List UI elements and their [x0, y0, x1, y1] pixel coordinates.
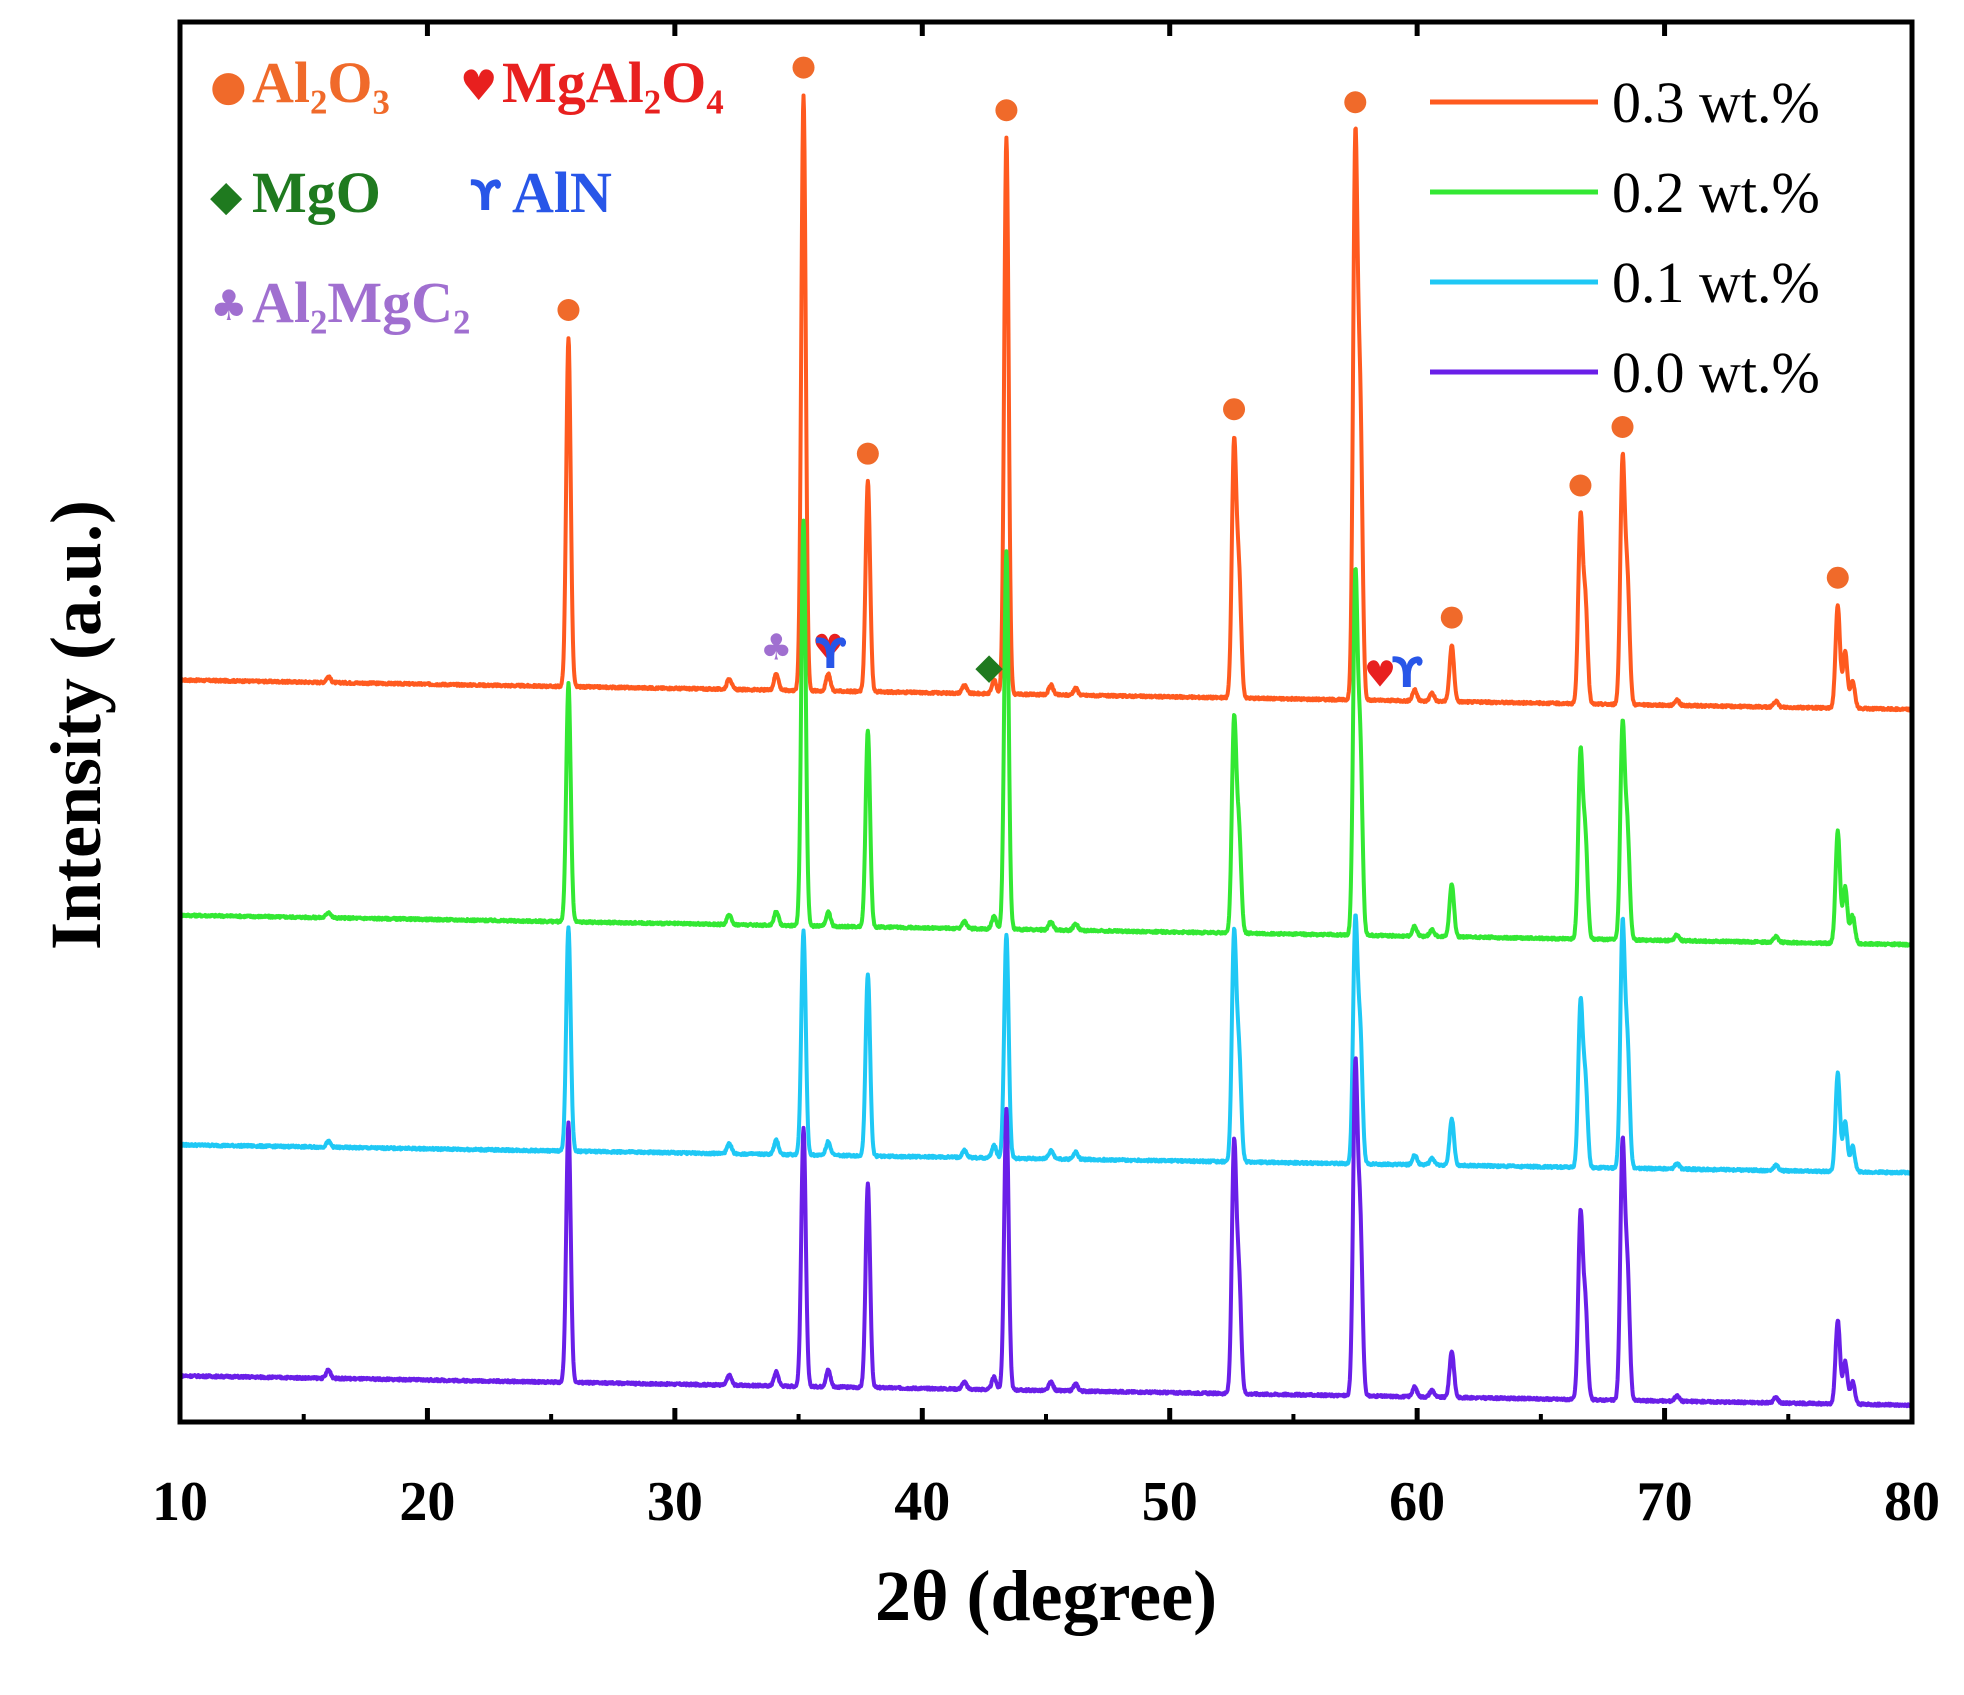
- series-line-0-1-wt: [178, 913, 1914, 1176]
- y-axis-title: Intensity (a.u.): [36, 500, 116, 950]
- peak-marker-al2o3: [1611, 416, 1634, 439]
- x-tick-label: 10: [152, 1471, 208, 1533]
- series-legend: 0.3 wt.% 0.2 wt.% 0.1 wt.% 0.0 wt.%: [1430, 70, 1820, 405]
- peak-marker-al2o3: [1344, 91, 1367, 114]
- phase-legend-symbol: ϒ: [470, 171, 503, 220]
- series-line-0-0-wt: [178, 1056, 1914, 1409]
- series-legend-label: 0.3 wt.%: [1612, 70, 1820, 135]
- phase-legend-label: AlN: [512, 160, 612, 225]
- peak-marker-al2mgc2: ♣: [760, 627, 792, 668]
- phase-legend-symbol: ♥: [460, 61, 498, 110]
- x-tick-label: 70: [1637, 1471, 1693, 1533]
- series-line-0-2-wt: [178, 518, 1914, 948]
- series-legend-label: 0.2 wt.%: [1612, 160, 1820, 225]
- phase-legend-label: MgO: [252, 160, 381, 225]
- x-tick-label: 40: [894, 1471, 950, 1533]
- peak-marker-al2o3: [557, 298, 580, 321]
- plot-frame: [177, 19, 1915, 1425]
- phase-legend-symbol: ◆: [210, 171, 243, 220]
- series-line-0-3-wt: [178, 93, 1914, 713]
- phase-legend: ● Al₂O₃ ♥ MgAl₂O₄ ◆ MgO ϒ AlN ♣ Al₂MgC₂: [210, 50, 724, 335]
- peak-marker-al2o3: [995, 99, 1018, 122]
- x-axis-ticks: 10 20 30 40 50 60 70 80: [152, 22, 1940, 1533]
- peak-marker-mgo: ◆: [975, 647, 1003, 688]
- peak-marker-mgal2o4: ♥: [812, 628, 844, 669]
- peak-marker-al2o3: [1223, 398, 1246, 421]
- peak-marker-al2o3: [792, 56, 815, 79]
- peak-marker-al2o3: [1569, 474, 1592, 497]
- peak-marker-aln: ϒ: [815, 629, 848, 678]
- x-tick-label: 50: [1142, 1471, 1198, 1533]
- phase-legend-symbol: ●: [210, 61, 247, 110]
- x-tick-label: 60: [1389, 1471, 1445, 1533]
- peak-marker-mgal2o4: ♥: [1364, 654, 1396, 695]
- series-legend-label: 0.0 wt.%: [1612, 340, 1820, 405]
- xrd-curves: [178, 93, 1914, 1409]
- x-tick-label: 80: [1884, 1471, 1940, 1533]
- peak-marker-al2o3: [1440, 606, 1463, 629]
- phase-legend-label: Al₂MgC₂: [252, 270, 470, 335]
- phase-legend-label: Al₂O₃: [252, 50, 390, 115]
- phase-legend-symbol: ♣: [210, 281, 248, 330]
- x-axis-title: 2θ (degree): [875, 1556, 1217, 1636]
- x-tick-label: 20: [399, 1471, 455, 1533]
- peak-marker-al2o3: [856, 442, 879, 465]
- phase-legend-label: MgAl₂O₄: [502, 50, 724, 115]
- peak-annotations: ♥♥ϒ ϒ◆♣: [557, 56, 1849, 697]
- x-tick-label: 30: [647, 1471, 703, 1533]
- series-legend-label: 0.1 wt.%: [1612, 250, 1820, 315]
- peak-marker-al2o3: [1826, 566, 1849, 589]
- peak-marker-aln: ϒ: [1392, 648, 1425, 697]
